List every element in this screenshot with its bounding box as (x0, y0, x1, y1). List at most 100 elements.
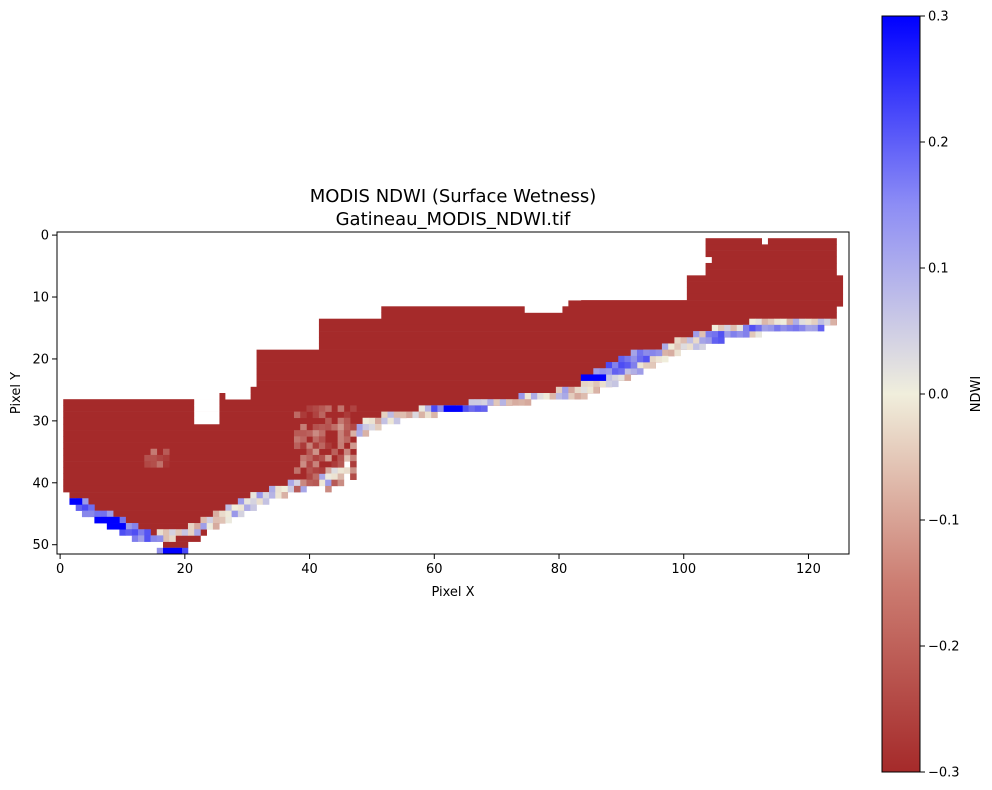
ndwi-pixel-coastal-fringe (605, 374, 613, 381)
ndwi-pixel-water-pixels (618, 362, 625, 369)
ndwi-pixel-coastal-fringe (175, 529, 183, 536)
ndwi-pixel-coastal-fringe (649, 355, 656, 363)
ndwi-pixel-land (156, 535, 201, 542)
ndwi-pixel-wetland (325, 423, 332, 431)
ndwi-pixel-water-pixels (125, 523, 133, 530)
colorbar-tick-label: −0.2 (928, 640, 960, 655)
ndwi-pixel-water-pixels (88, 504, 95, 511)
ndwi-pixel-coastal-fringe (244, 498, 251, 505)
ndwi-pixel-wetland (306, 467, 313, 474)
ndwi-pixel-coastal-fringe (580, 380, 588, 388)
ndwi-pixel-land (705, 262, 837, 270)
ndwi-pixel-wetland (350, 473, 357, 480)
ndwi-pixel-land (686, 293, 844, 301)
ndwi-pixel-open-water (69, 498, 83, 505)
ndwi-pixel-water-pixels (612, 368, 619, 375)
ndwi-pixel-coastal-fringe (287, 479, 295, 487)
ndwi-pixel-coastal-fringe (250, 498, 257, 505)
ndwi-pixel-coastal-fringe (693, 331, 700, 338)
ndwi-pixel-water-pixels (605, 362, 613, 369)
ndwi-pixel-water-pixels (736, 331, 744, 338)
ndwi-pixel-water-pixels (624, 362, 632, 369)
x-tick-label: 100 (671, 562, 696, 577)
ndwi-pixel-wetland (312, 448, 320, 456)
ndwi-pixel-land (256, 380, 613, 388)
nodata-gap (225, 380, 251, 388)
ndwi-pixel-water-pixels (711, 337, 719, 344)
ndwi-pixel-water-pixels (761, 324, 769, 332)
ndwi-pixel-land (381, 312, 837, 319)
ndwi-pixel-coastal-fringe (780, 318, 787, 326)
ndwi-pixel-wetland (312, 430, 320, 437)
ndwi-pixel-coastal-fringe (194, 529, 201, 536)
ndwi-pixel-coastal-fringe (206, 516, 214, 524)
ndwi-pixel-coastal-fringe (680, 343, 688, 350)
ndwi-pixel-coastal-fringe (275, 485, 282, 493)
ndwi-pixel-coastal-fringe (169, 529, 176, 536)
ndwi-pixel-water-pixels (811, 324, 819, 332)
ndwi-pixel-coastal-fringe (636, 362, 644, 369)
ndwi-pixel-coastal-fringe (381, 417, 388, 425)
ndwi-pixel-wetland (300, 430, 307, 437)
ndwi-pixel-coastal-fringe (630, 368, 638, 375)
y-tick-label: 20 (32, 352, 49, 367)
ndwi-pixel-wetland (350, 423, 357, 431)
ndwi-pixel-wetland (350, 442, 357, 450)
nodata-gap (524, 300, 563, 307)
ndwi-pixel-land (705, 250, 837, 258)
colorbar-ticks: 0.3 0.2 0.1 0.0 −0.1 −0.2 −0.3 (920, 10, 960, 781)
ndwi-pixel-water-pixels (481, 405, 488, 412)
ndwi-pixel-wetland (343, 417, 351, 425)
ndwi-pixel-open-water (443, 405, 463, 412)
colorbar-label: NDWI (969, 376, 984, 412)
x-axis-label: Pixel X (431, 585, 474, 600)
ndwi-pixel-water-pixels (630, 349, 638, 357)
ndwi-pixel-coastal-fringe (237, 510, 245, 518)
ndwi-pixel-coastal-fringe (262, 492, 270, 499)
ndwi-pixel-coastal-fringe (368, 423, 376, 431)
ndwi-pixel-coastal-fringe (318, 473, 326, 480)
ndwi-pixel-land (63, 436, 357, 443)
ndwi-pixel-water-pixels (742, 331, 750, 338)
ndwi-pixel-coastal-fringe (593, 386, 600, 394)
ndwi-pixel-water-pixels (630, 362, 638, 369)
nodata-gap (225, 386, 251, 394)
ndwi-pixel-wetland (325, 417, 332, 425)
ndwi-pixel-coastal-fringe (555, 393, 563, 400)
ndwi-pixel-coastal-fringe (506, 399, 513, 406)
ndwi-pixel-coastal-fringe (805, 318, 812, 326)
ndwi-pixel-coastal-fringe (275, 492, 282, 499)
ndwi-pixel-coastal-fringe (537, 393, 544, 400)
ndwi-pixel-water-pixels (138, 535, 145, 542)
ndwi-pixel-wetland (337, 417, 345, 425)
ndwi-pixel-coastal-fringe (318, 479, 326, 487)
ndwi-pixel-coastal-fringe (350, 430, 357, 437)
ndwi-pixel-wetland (331, 448, 338, 456)
ndwi-pixel-coastal-fringe (256, 492, 264, 499)
ndwi-pixel-coastal-fringe (593, 380, 600, 388)
ndwi-pixel-water-pixels (119, 516, 126, 524)
ndwi-pixel-water-pixels (81, 510, 89, 518)
ndwi-pixel-wetland (306, 461, 313, 468)
ndwi-pixel-land (256, 362, 656, 369)
ndwi-pixel-wetland (300, 479, 307, 487)
ndwi-pixel-coastal-fringe (661, 349, 669, 357)
ndwi-pixel-wetland (318, 442, 326, 450)
ndwi-pixel-coastal-fringe (244, 504, 251, 511)
ndwi-pixel-wetland (312, 454, 320, 462)
ndwi-pixel-wetland (343, 411, 351, 419)
ndwi-pixel-water-pixels (150, 535, 158, 542)
ndwi-pixel-land (131, 523, 220, 530)
ndwi-pixel-wetland (312, 473, 320, 480)
ndwi-pixel-coastal-fringe (156, 529, 164, 536)
ndwi-pixel-water-pixels (599, 368, 607, 375)
ndwi-pixel-coastal-fringe (686, 343, 694, 350)
ndwi-pixel-water-pixels (431, 405, 438, 412)
ndwi-pixel-coastal-fringe (587, 380, 594, 388)
ndwi-pixel-wetland (312, 461, 320, 468)
ndwi-pixel-coastal-fringe (518, 393, 526, 400)
ndwi-pixel-wetland (337, 430, 345, 437)
ndwi-pixel-water-pixels (774, 324, 781, 332)
colorbar-tick-label: −0.3 (928, 766, 960, 781)
ndwi-pixel-coastal-fringe (225, 510, 232, 518)
